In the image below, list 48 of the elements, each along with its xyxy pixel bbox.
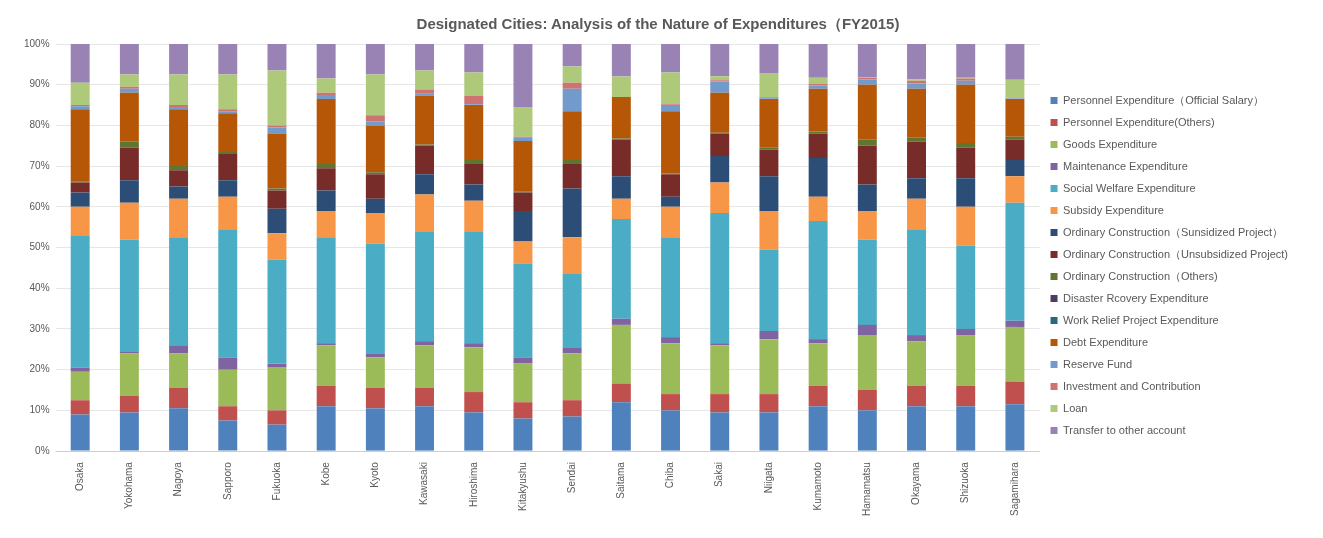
x-tick-label: Niigata bbox=[762, 461, 774, 494]
y-tick-label: 90% bbox=[29, 78, 50, 90]
x-tick-label: Hiroshima bbox=[467, 461, 479, 508]
legend-label: Social Welfare Expenditure bbox=[1063, 181, 1196, 194]
legend-label: Ordinary Construction（Sunsidized Project） bbox=[1063, 225, 1284, 238]
x-tick-label: Nagoya bbox=[172, 461, 184, 497]
x-tick-label: Kyoto bbox=[369, 461, 381, 488]
y-tick-label: 50% bbox=[29, 241, 50, 253]
y-tick-label: 60% bbox=[29, 200, 50, 212]
legend-label: Goods Expenditure bbox=[1063, 137, 1158, 150]
legend-label: Subsidy Expenditure bbox=[1063, 203, 1164, 216]
x-tick-label: Sendai bbox=[565, 462, 577, 494]
y-tick-label: 30% bbox=[29, 322, 50, 334]
legend-label: Transfer to other account bbox=[1063, 423, 1186, 436]
x-tick-label: Osaka bbox=[73, 461, 85, 491]
x-tick-label: Hamamatsu bbox=[861, 462, 873, 516]
legend-label: Ordinary Construction（Unsubsidized Project) bbox=[1063, 247, 1289, 260]
y-tick-label: 40% bbox=[29, 282, 50, 293]
legend-label: Maintenance Expenditure bbox=[1063, 159, 1188, 172]
x-tick-label: Chiba bbox=[664, 461, 676, 489]
y-tick-label: 70% bbox=[29, 159, 50, 171]
x-tick-label: Shizuoka bbox=[959, 461, 971, 504]
x-tick-label: Kawasaki bbox=[418, 462, 430, 505]
chart-title: Designated Cities: Analysis of the Nature of Expenditures（FY2015) bbox=[416, 15, 900, 33]
x-tick-label: Okayama bbox=[910, 461, 922, 505]
y-tick-label: 0% bbox=[35, 444, 50, 456]
x-tick-label: Sapporo bbox=[221, 461, 233, 500]
legend-label: Reserve Fund bbox=[1063, 357, 1133, 370]
x-tick-label: Kumamoto bbox=[811, 461, 823, 511]
legend-label: Work Relief Project Expenditure bbox=[1063, 313, 1219, 326]
x-tick-label: Kobe bbox=[319, 461, 331, 486]
x-tick-label: Sagamihara bbox=[1008, 461, 1020, 516]
y-tick-label: 100% bbox=[24, 37, 50, 49]
x-tick-label: Kitakyushu bbox=[516, 462, 528, 511]
legend-label: Personnel Expenditure（Official Salary） bbox=[1063, 93, 1264, 106]
y-tick-label: 20% bbox=[29, 363, 50, 375]
legend-label: Debt Expenditure bbox=[1063, 335, 1149, 348]
legend-label: Personnel Expenditure(Others) bbox=[1063, 115, 1215, 128]
x-tick-label: Saitama bbox=[615, 461, 627, 499]
x-tick-label: Sakai bbox=[713, 462, 725, 488]
legend-label: Loan bbox=[1063, 401, 1088, 414]
y-tick-label: 80% bbox=[29, 119, 50, 131]
y-tick-label: 10% bbox=[29, 404, 50, 416]
legend-label: Ordinary Construction（Others) bbox=[1063, 269, 1218, 282]
x-tick-label: Yokohama bbox=[123, 461, 135, 509]
legend-label: Investment and Contribution bbox=[1063, 379, 1201, 392]
x-tick-label: Fukuoka bbox=[270, 461, 282, 501]
legend-label: Disaster Rcovery Expenditure bbox=[1063, 291, 1209, 304]
